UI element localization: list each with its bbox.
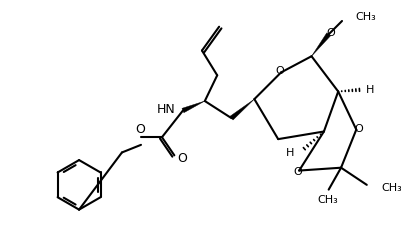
Polygon shape [312,33,330,56]
Text: CH₃: CH₃ [317,195,338,205]
Text: CH₃: CH₃ [355,12,376,22]
Text: O: O [177,152,187,165]
Text: HN: HN [156,103,175,116]
Polygon shape [230,99,254,120]
Text: O: O [355,124,364,134]
Polygon shape [182,101,205,113]
Text: O: O [294,166,303,176]
Text: O: O [276,67,284,77]
Text: H: H [286,148,294,158]
Text: O: O [135,123,145,136]
Text: H: H [365,85,374,95]
Text: O: O [326,28,335,38]
Text: CH₃: CH₃ [381,183,401,193]
